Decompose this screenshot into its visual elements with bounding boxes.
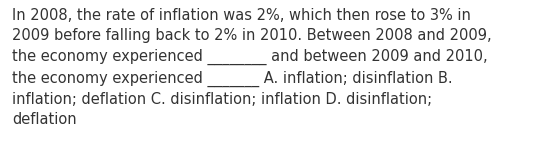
Text: In 2008, the rate of inflation was 2%, which then rose to 3% in
2009 before fall: In 2008, the rate of inflation was 2%, w… — [12, 8, 492, 127]
